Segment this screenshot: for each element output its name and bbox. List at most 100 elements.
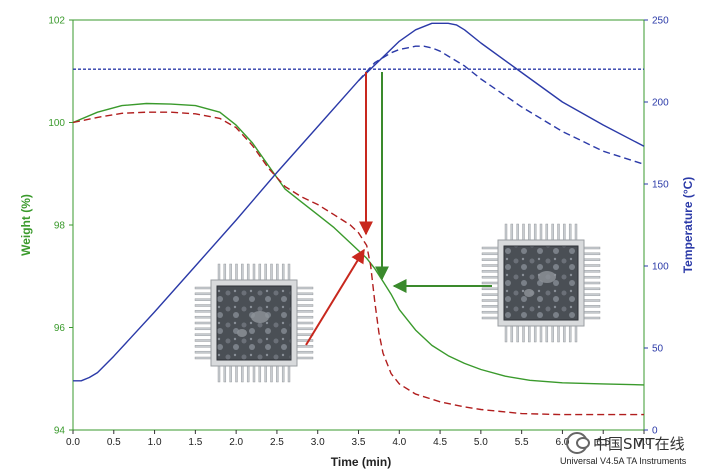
wechat-logo-icon xyxy=(566,432,590,454)
y-left-tick-label: 94 xyxy=(54,426,66,437)
chip-pin xyxy=(296,339,314,342)
chip-pin xyxy=(194,286,212,290)
chip-void xyxy=(237,329,247,337)
chip-pin xyxy=(583,287,601,291)
chip-pin xyxy=(194,345,212,348)
chip-void xyxy=(524,289,534,297)
chip-pin xyxy=(296,327,314,331)
chip-pin xyxy=(583,281,601,285)
x-tick-label: 2.0 xyxy=(229,437,243,448)
chip-pin xyxy=(296,304,314,307)
chip-pin xyxy=(583,252,601,256)
chip-pin xyxy=(296,292,314,296)
chip-pin xyxy=(296,333,314,336)
x-tick-label: 3.5 xyxy=(352,437,366,448)
chip-pin xyxy=(264,365,267,383)
chip-pin xyxy=(481,246,499,250)
chip-pin xyxy=(258,365,262,383)
chip-pin xyxy=(296,286,314,290)
chip-pin xyxy=(296,310,314,313)
chip-pin xyxy=(583,305,601,308)
y-left-tick-label: 96 xyxy=(54,323,66,334)
chip-pin xyxy=(583,275,601,279)
y-right-tick-label: 0 xyxy=(652,426,658,437)
chip-pin xyxy=(296,356,314,360)
chip-pin xyxy=(583,258,601,261)
chip-pin xyxy=(276,263,279,281)
chip-pin xyxy=(194,333,212,336)
chip-pin xyxy=(516,325,519,343)
chip-pin xyxy=(583,264,601,267)
chip-pin xyxy=(583,299,601,302)
chip-die xyxy=(503,245,579,321)
x-tick-label: 1.5 xyxy=(188,437,202,448)
chip-pin xyxy=(246,263,250,281)
chip-pin xyxy=(568,223,572,241)
chip-pin xyxy=(551,325,554,343)
y-axis-left-title: Weight (%) xyxy=(19,194,33,256)
chip-pin xyxy=(194,350,212,354)
chip-pin xyxy=(557,325,560,343)
weight-curve-dashed xyxy=(72,111,644,416)
chip-pin xyxy=(252,365,256,383)
instrument-footer: Universal V4.5A TA Instruments xyxy=(560,456,687,466)
chip-pin xyxy=(241,263,244,281)
chip-pin xyxy=(194,327,212,331)
chip-pin xyxy=(481,252,499,256)
chip-pin xyxy=(264,263,267,281)
chip-pin xyxy=(296,345,314,348)
chip-pin xyxy=(481,310,499,314)
chip-pin xyxy=(481,305,499,308)
watermark-text: 中国SMT在线 xyxy=(593,434,685,453)
chip-pin xyxy=(229,263,232,281)
x-tick-label: 6.0 xyxy=(555,437,569,448)
series-layer xyxy=(72,22,645,416)
chip-pin xyxy=(481,258,499,261)
y-right-tick-label: 50 xyxy=(652,344,664,355)
x-tick-label: 0.0 xyxy=(66,437,80,448)
chip-pin xyxy=(270,263,273,281)
chip-pin xyxy=(481,293,499,296)
chip-pin xyxy=(258,263,262,281)
chip-pin xyxy=(194,339,212,342)
chip-illustration-left xyxy=(194,263,314,383)
chip-pin xyxy=(287,365,291,383)
chip-pin xyxy=(481,264,499,267)
watermark: 中国SMT在线 xyxy=(566,432,685,454)
chip-pin xyxy=(270,365,273,383)
chip-pin xyxy=(281,365,285,383)
chip-pin xyxy=(194,304,212,307)
chip-pin xyxy=(510,223,514,241)
chip-pin xyxy=(235,263,238,281)
chip-pin xyxy=(481,281,499,285)
y-right-tick-label: 150 xyxy=(652,180,669,191)
chip-pin xyxy=(583,316,601,320)
x-tick-label: 6.5 xyxy=(596,437,610,448)
chip-pin xyxy=(194,310,212,313)
chip-pin xyxy=(563,223,566,241)
x-tick-label: 4.5 xyxy=(433,437,447,448)
chip-pin xyxy=(281,263,285,281)
x-axis-title: Time (min) xyxy=(331,455,391,469)
y-axis-right-title: Temperature (°C) xyxy=(681,177,695,274)
chip-pin xyxy=(481,299,499,302)
chip-die xyxy=(216,285,292,361)
chip-pin xyxy=(574,325,578,343)
chip-pin xyxy=(574,223,578,241)
y-left-tick-label: 100 xyxy=(48,118,65,129)
chip-pin xyxy=(539,223,543,241)
red-arrow-diagonal xyxy=(305,248,365,346)
y-right-tick-label: 200 xyxy=(652,98,669,109)
chip-pin xyxy=(522,223,525,241)
y-right-tick-label: 100 xyxy=(652,262,669,273)
x-tick-label: 5.5 xyxy=(515,437,529,448)
chip-pin xyxy=(241,365,244,383)
chip-pin xyxy=(583,310,601,314)
chip-pin xyxy=(481,316,499,320)
y-left-tick-label: 98 xyxy=(54,221,66,232)
x-tick-label: 4.0 xyxy=(392,437,406,448)
chip-pin xyxy=(533,223,537,241)
chip-pin xyxy=(533,325,537,343)
chip-void xyxy=(538,271,556,283)
